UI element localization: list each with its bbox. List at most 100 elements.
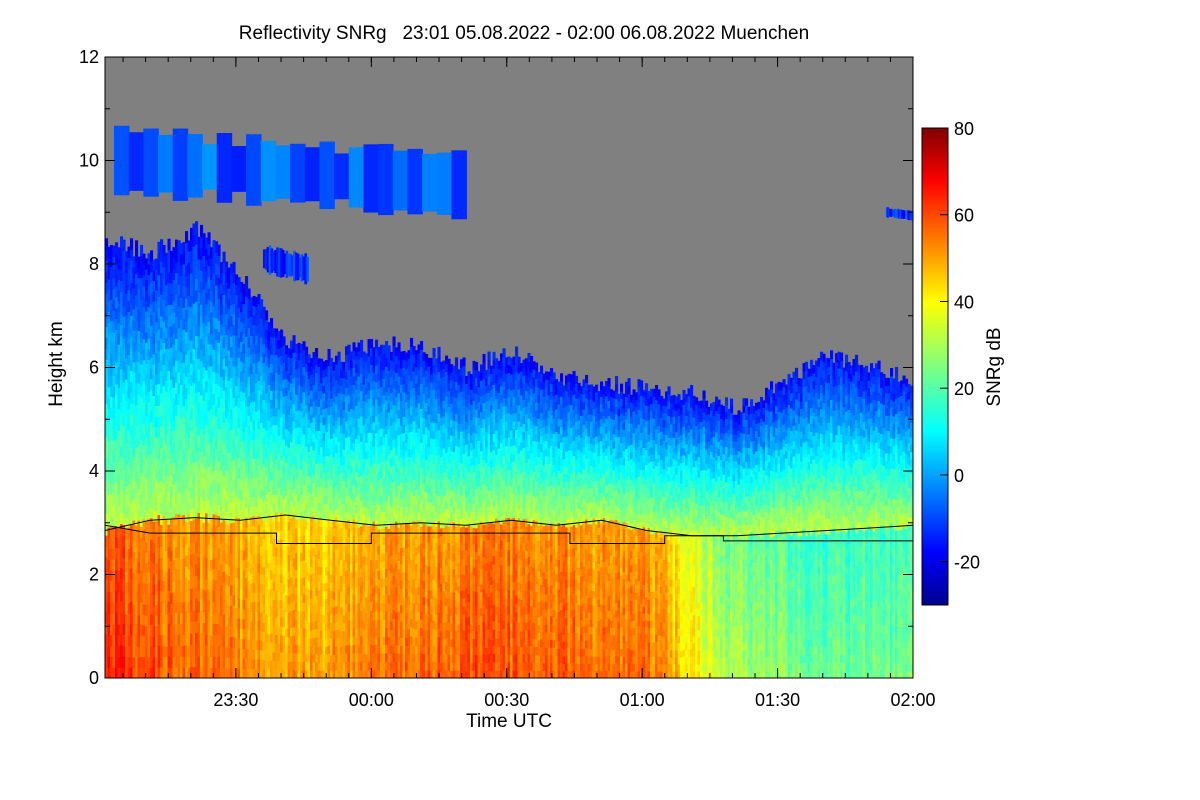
echo-cell: [327, 529, 331, 539]
echo-cell: [217, 320, 221, 332]
echo-cell: [105, 601, 109, 613]
echo-cell: [270, 525, 274, 535]
echo-cell: [270, 669, 274, 678]
echo-cell: [347, 361, 351, 371]
echo-cell: [350, 522, 354, 532]
echo-cell: [170, 261, 174, 273]
echo-cell: [360, 534, 364, 544]
echo-cell: [285, 653, 289, 662]
echo-cell: [215, 372, 219, 384]
echo-cell: [300, 469, 304, 479]
echo-cell: [170, 464, 174, 476]
echo-cell: [255, 401, 259, 412]
echo-cell: [162, 385, 166, 398]
echo-cell: [142, 476, 146, 488]
echo-cell: [360, 441, 364, 451]
echo-cell: [167, 656, 171, 668]
echo-cell: [365, 629, 369, 639]
echo-cell: [177, 294, 181, 307]
echo-cell: [405, 588, 409, 598]
echo-cell: [352, 434, 356, 444]
echo-cell: [207, 544, 211, 557]
echo-cell: [190, 621, 194, 634]
echo-cell: [307, 661, 311, 671]
echo-cell: [190, 419, 194, 432]
echo-cell: [342, 662, 346, 671]
echo-cell: [272, 555, 276, 565]
echo-cell: [287, 496, 291, 506]
echo-cell: [165, 571, 169, 583]
echo-cell: [380, 578, 384, 587]
echo-cell: [272, 371, 276, 382]
echo-cell: [377, 479, 381, 489]
echo-cell: [200, 462, 204, 475]
echo-cell: [265, 439, 269, 449]
echo-cell: [202, 422, 206, 434]
echo-cell: [402, 449, 406, 458]
echo-cell: [332, 464, 336, 474]
echo-cell: [412, 553, 416, 563]
echo-cell: [177, 349, 181, 362]
echo-cell: [132, 614, 136, 626]
echo-cell: [355, 405, 359, 415]
echo-cell: [130, 656, 134, 668]
echo-cell: [167, 260, 171, 273]
echo-cell: [175, 327, 179, 339]
echo-cell: [130, 381, 134, 393]
echo-cell: [255, 354, 259, 365]
echo-cell: [117, 484, 121, 496]
echo-cell: [250, 297, 254, 308]
echo-cell: [402, 628, 406, 638]
echo-cell: [250, 649, 254, 660]
echo-cell: [335, 581, 339, 590]
echo-cell: [320, 630, 324, 639]
echo-cell: [405, 645, 409, 655]
echo-cell: [145, 289, 149, 301]
echo-cell: [105, 403, 109, 415]
echo-cell: [320, 614, 324, 623]
echo-cell: [352, 367, 356, 377]
echo-cell: [320, 502, 324, 511]
echo-cell: [227, 585, 231, 597]
echo-cell: [340, 440, 344, 450]
echo-cell: [397, 652, 401, 662]
echo-cell: [115, 503, 119, 516]
echo-cell: [215, 503, 219, 515]
echo-cell: [282, 652, 286, 662]
echo-cell: [310, 646, 314, 655]
echo-cell: [330, 590, 334, 599]
echo-cell: [192, 541, 196, 554]
echo-cell: [145, 352, 149, 364]
echo-cell: [225, 490, 229, 502]
echo-cell: [160, 294, 164, 306]
echo-cell: [187, 393, 191, 406]
echo-cell: [140, 580, 144, 592]
echo-cell: [360, 568, 364, 578]
echo-cell: [362, 563, 366, 573]
echo-cell: [252, 410, 256, 421]
echo-cell: [212, 470, 216, 482]
echo-cell: [312, 580, 316, 589]
echo-cell: [157, 296, 161, 308]
echo-cell: [407, 505, 411, 515]
echo-cell: [297, 368, 301, 378]
echo-cell: [185, 622, 189, 634]
echo-cell: [105, 414, 109, 426]
echo-cell: [395, 405, 399, 415]
echo-cell: [157, 459, 161, 472]
echo-cell: [250, 516, 254, 527]
echo-cell: [345, 495, 349, 505]
echo-cell: [380, 528, 384, 537]
echo-cell: [122, 546, 126, 559]
echo-cell: [232, 542, 236, 554]
echo-cell: [260, 422, 264, 433]
echo-cell: [167, 282, 171, 295]
echo-cell: [230, 273, 234, 285]
echo-cell: [325, 606, 329, 616]
echo-cell: [180, 319, 184, 331]
echo-cell: [282, 609, 286, 619]
echo-cell: [172, 656, 176, 668]
echo-cell: [180, 460, 184, 473]
echo-cell: [325, 503, 329, 512]
echo-cell: [122, 327, 126, 339]
